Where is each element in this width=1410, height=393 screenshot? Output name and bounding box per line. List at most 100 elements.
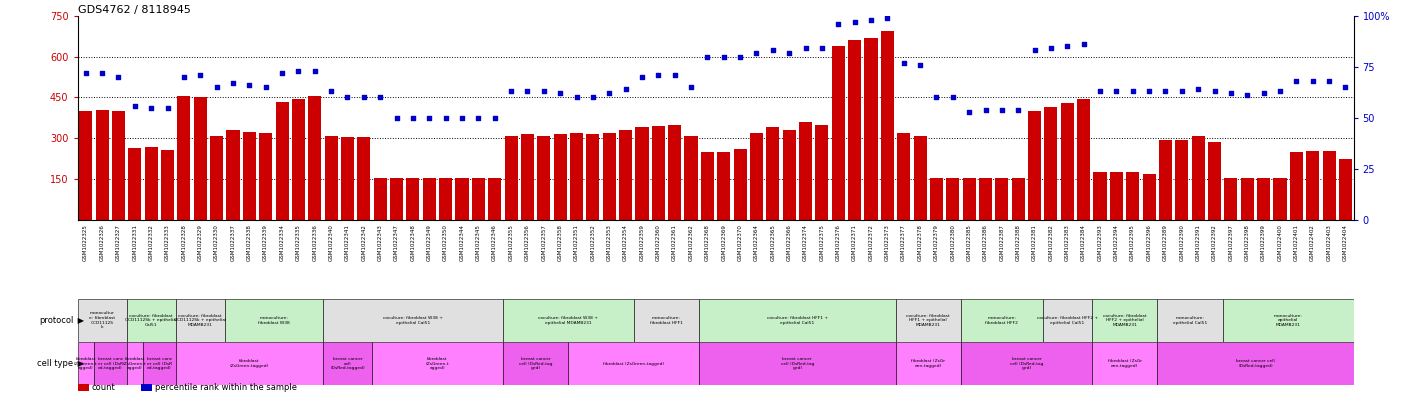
Text: coculture: fibroblast
HFF2 + epithelial
MDAMB231: coculture: fibroblast HFF2 + epithelial …: [1103, 314, 1146, 327]
Bar: [881, 31, 894, 220]
Text: GSM1022354: GSM1022354: [623, 224, 627, 261]
Bar: [684, 136, 698, 220]
Bar: [323, 299, 503, 342]
Bar: [914, 136, 926, 220]
Text: ▶: ▶: [75, 316, 83, 325]
Text: GSM1022327: GSM1022327: [116, 224, 121, 261]
Bar: [488, 178, 502, 220]
Text: coculture: fibroblast HFF1 +
epithelial Cal51: coculture: fibroblast HFF1 + epithelial …: [767, 316, 828, 325]
Bar: [178, 96, 190, 220]
Text: GSM1022351: GSM1022351: [574, 224, 580, 261]
Bar: [79, 111, 92, 220]
Point: [434, 115, 457, 121]
Bar: [193, 97, 207, 220]
Text: monoculture:
fibroblast HFF2: monoculture: fibroblast HFF2: [986, 316, 1018, 325]
Text: breast cancer
cell
(DsRed-tagged): breast cancer cell (DsRed-tagged): [330, 357, 365, 370]
Point: [843, 19, 866, 25]
Text: coculture: fibroblast
CCD1112Sk + epithelial
Cal51: coculture: fibroblast CCD1112Sk + epithe…: [125, 314, 178, 327]
Bar: [962, 342, 1091, 385]
Bar: [1208, 142, 1221, 220]
Bar: [587, 134, 599, 220]
Bar: [372, 342, 503, 385]
Point: [1039, 45, 1062, 51]
Bar: [227, 130, 240, 220]
Bar: [94, 342, 127, 385]
Bar: [1241, 178, 1253, 220]
Bar: [78, 342, 94, 385]
Point: [860, 17, 883, 23]
Text: GSM1022362: GSM1022362: [688, 224, 694, 261]
Point: [942, 94, 964, 101]
Point: [1089, 88, 1111, 94]
Text: protocol: protocol: [39, 316, 73, 325]
Bar: [505, 136, 517, 220]
Point: [630, 74, 653, 80]
Bar: [1258, 178, 1270, 220]
Text: fibroblast (ZsGr
een-tagged): fibroblast (ZsGr een-tagged): [911, 359, 945, 368]
Point: [1252, 90, 1275, 97]
Bar: [176, 342, 323, 385]
Text: GSM1022338: GSM1022338: [247, 224, 252, 261]
Text: GSM1022334: GSM1022334: [279, 224, 285, 261]
Text: GSM1022379: GSM1022379: [933, 224, 939, 261]
Text: fibroblast (ZsGr
een-tagged): fibroblast (ZsGr een-tagged): [1108, 359, 1142, 368]
Point: [172, 74, 195, 80]
Point: [124, 103, 147, 109]
Bar: [406, 178, 419, 220]
Bar: [979, 178, 993, 220]
Bar: [1340, 159, 1352, 220]
Text: GSM1022357: GSM1022357: [541, 224, 546, 261]
Point: [1138, 88, 1160, 94]
Text: GSM1022395: GSM1022395: [1131, 224, 1135, 261]
Bar: [1012, 178, 1025, 220]
Text: GSM1022349: GSM1022349: [427, 224, 431, 261]
Bar: [1091, 299, 1158, 342]
Bar: [929, 178, 943, 220]
Bar: [699, 299, 895, 342]
Bar: [1043, 299, 1091, 342]
Point: [1105, 88, 1128, 94]
Bar: [176, 299, 224, 342]
Bar: [537, 136, 550, 220]
Bar: [1028, 111, 1041, 220]
Bar: [750, 133, 763, 220]
Text: GSM1022345: GSM1022345: [475, 224, 481, 261]
Text: GSM1022375: GSM1022375: [819, 224, 825, 261]
Text: monoculture:
fibroblast HFF1: monoculture: fibroblast HFF1: [650, 316, 682, 325]
Text: GDS4762 / 8118945: GDS4762 / 8118945: [78, 5, 190, 15]
Point: [909, 62, 932, 68]
Text: GSM1022333: GSM1022333: [165, 224, 171, 261]
Bar: [602, 133, 616, 220]
Text: fibroblast
(ZsGreen-t
agged): fibroblast (ZsGreen-t agged): [426, 357, 450, 370]
Point: [254, 84, 276, 90]
Point: [893, 60, 915, 66]
Bar: [423, 178, 436, 220]
Point: [75, 70, 97, 76]
Text: GSM1022371: GSM1022371: [852, 224, 857, 261]
Point: [1073, 41, 1096, 48]
Bar: [668, 125, 681, 220]
Text: GSM1022335: GSM1022335: [296, 224, 300, 261]
Text: GSM1022356: GSM1022356: [525, 224, 530, 261]
Text: GSM1022384: GSM1022384: [1081, 224, 1086, 261]
Text: GSM1022350: GSM1022350: [443, 224, 448, 261]
Bar: [619, 130, 632, 220]
Point: [303, 68, 326, 74]
Point: [598, 90, 620, 97]
Point: [1155, 88, 1177, 94]
Point: [336, 94, 358, 101]
Text: GSM1022336: GSM1022336: [312, 224, 317, 261]
Text: GSM1022385: GSM1022385: [967, 224, 971, 261]
Point: [828, 21, 850, 27]
Point: [467, 115, 489, 121]
Bar: [718, 152, 730, 220]
Point: [974, 107, 997, 113]
Point: [1121, 88, 1144, 94]
Text: GSM1022353: GSM1022353: [606, 224, 612, 261]
Text: monocultur
e: fibroblast
CCD1112S
k: monocultur e: fibroblast CCD1112S k: [89, 311, 116, 329]
Bar: [1273, 178, 1286, 220]
Text: GSM1022393: GSM1022393: [1097, 224, 1103, 261]
Text: coculture: fibroblast HFF2 +
epithelial Cal51: coculture: fibroblast HFF2 + epithelial …: [1036, 316, 1098, 325]
Text: GSM1022325: GSM1022325: [83, 224, 89, 261]
Text: GSM1022342: GSM1022342: [361, 224, 367, 261]
